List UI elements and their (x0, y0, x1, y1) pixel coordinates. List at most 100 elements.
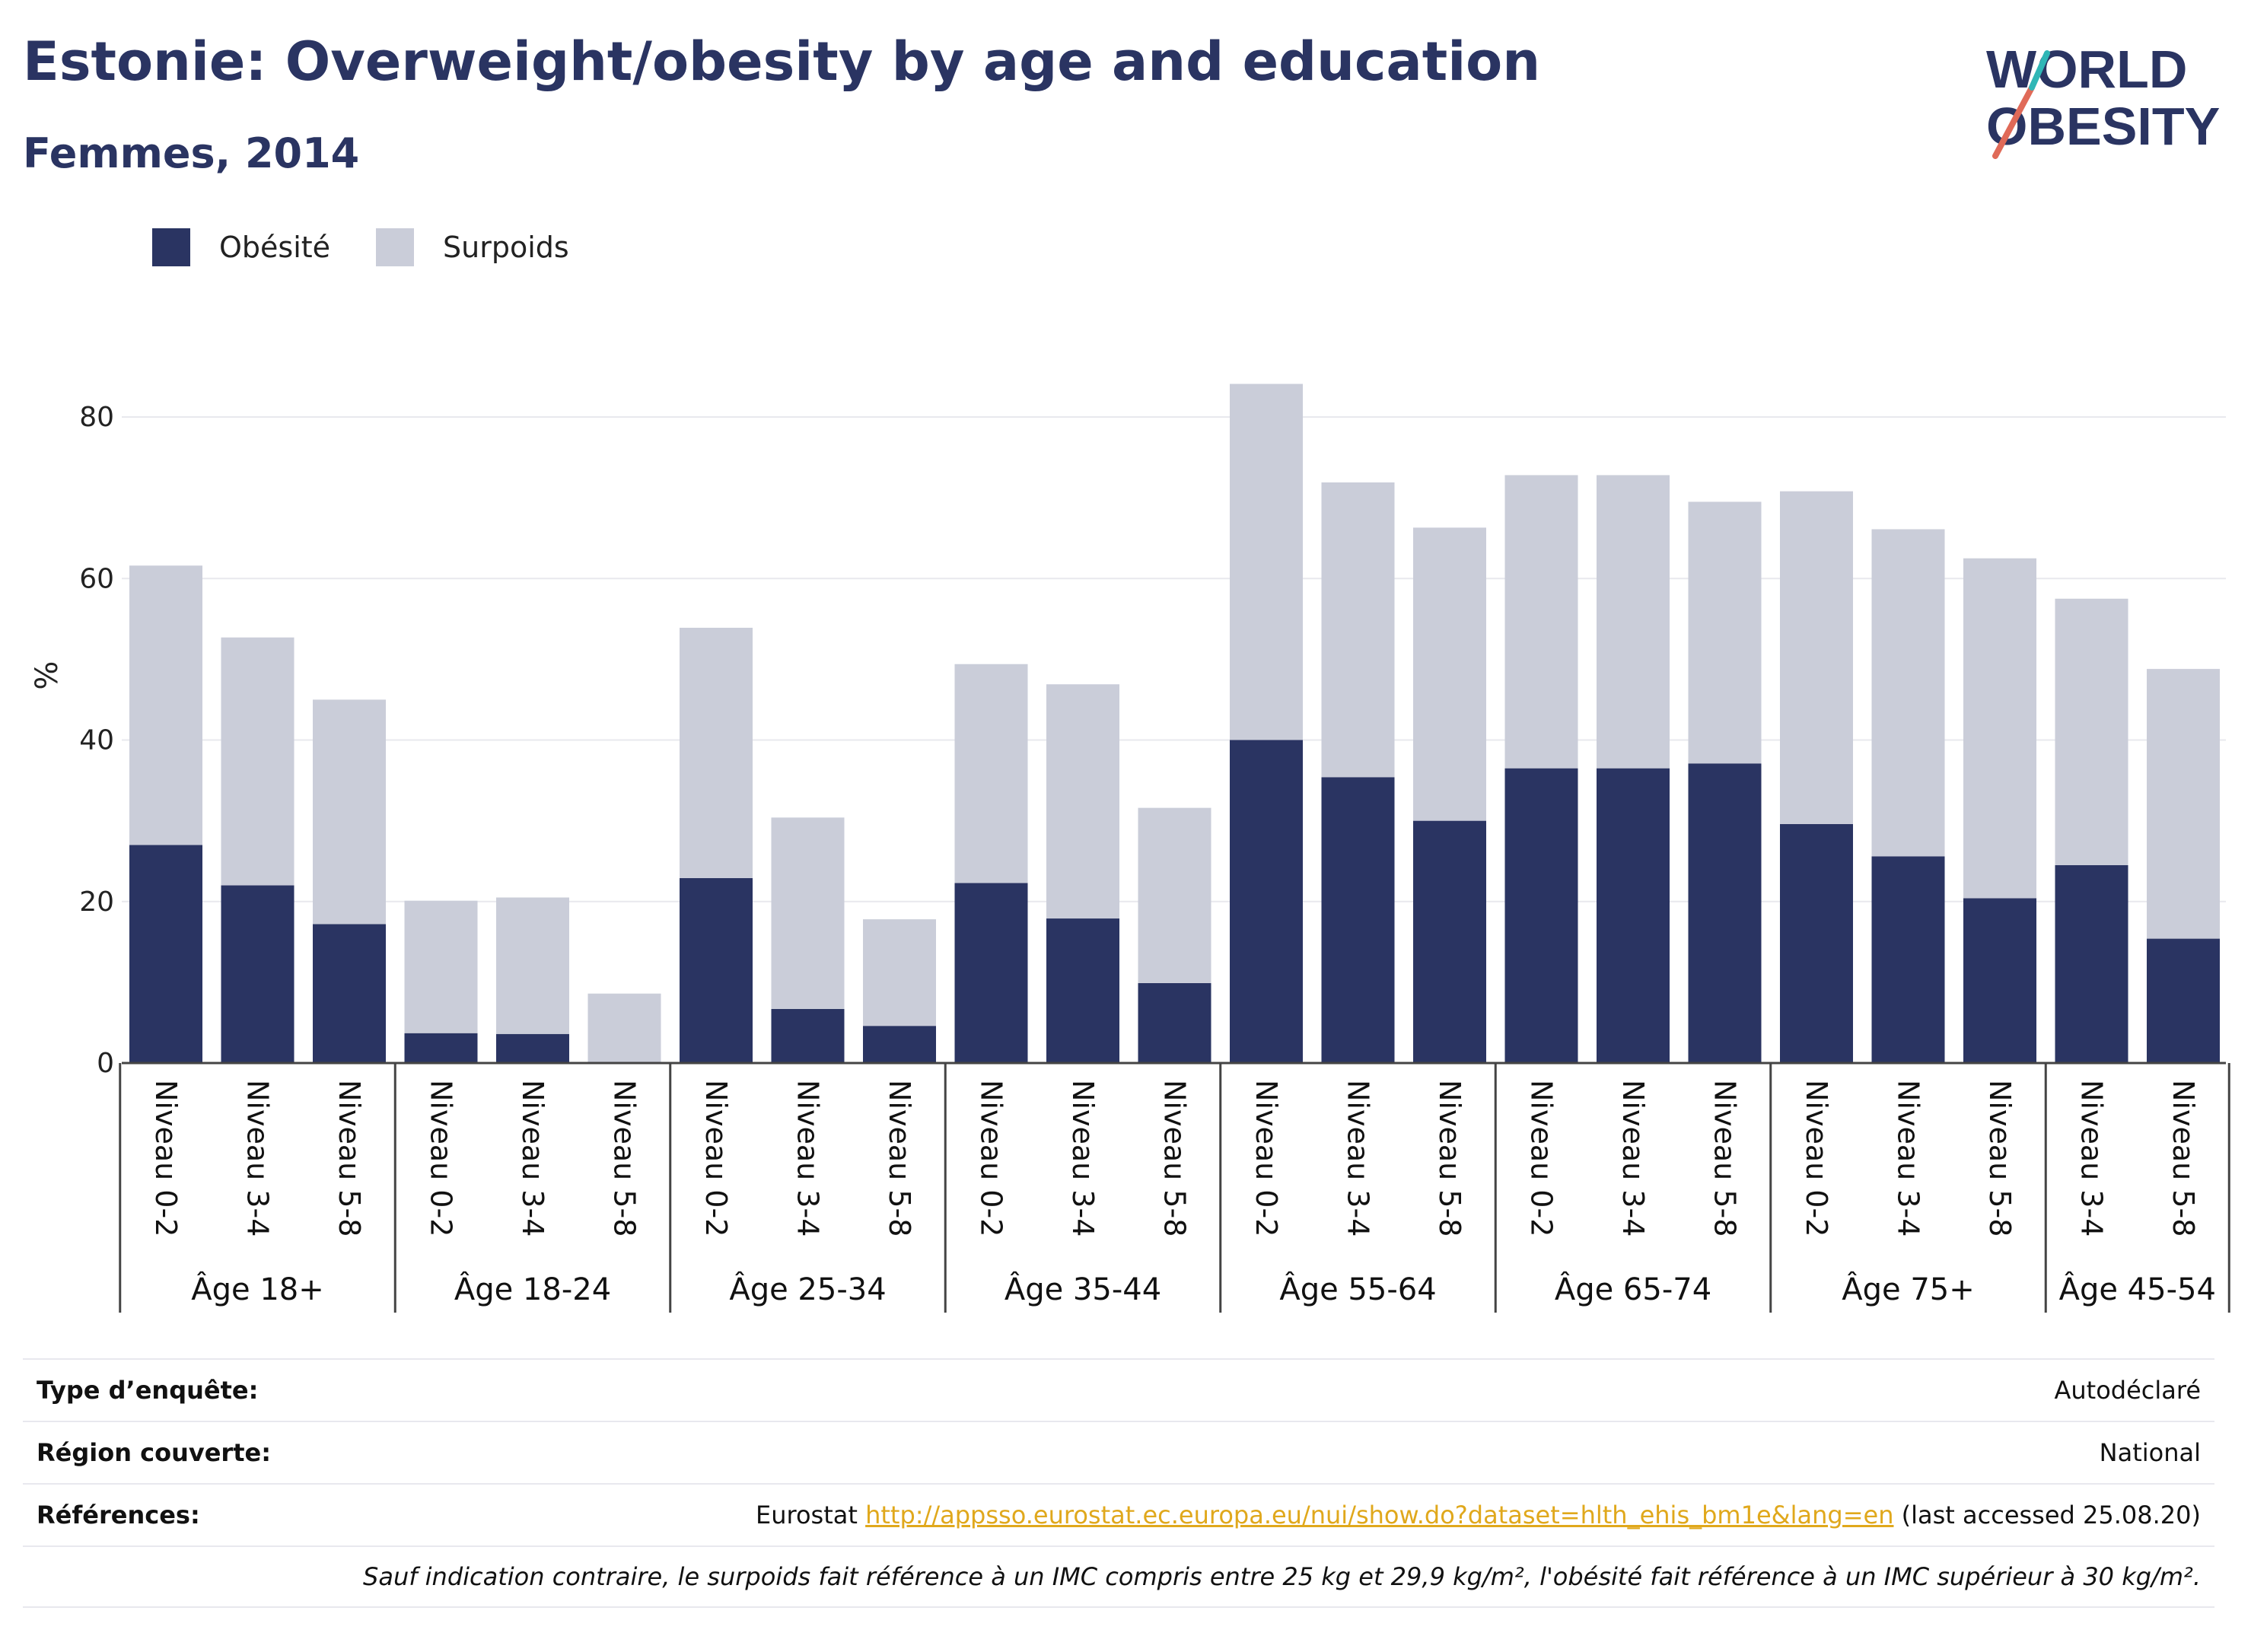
category-label: Niveau 5-8 (333, 1080, 366, 1237)
category-label: Niveau 3-4 (791, 1080, 825, 1237)
bar-surpoids (1138, 807, 1211, 983)
group-label: Âge 75+ (1842, 1271, 1975, 1307)
info-row-references: Références: Eurostat http://appsso.euros… (23, 1483, 2214, 1545)
category-label: Niveau 5-8 (608, 1080, 642, 1237)
info-row-survey: Type d’enquête: Autodéclaré (23, 1358, 2214, 1421)
bar-surpoids (129, 565, 202, 845)
bar-surpoids (954, 664, 1028, 883)
legend-swatch-obesite (152, 228, 190, 266)
y-tick-label: 40 (79, 725, 114, 756)
region-value: National (2099, 1438, 2201, 1467)
references-suffix: (last accessed 25.08.20) (1893, 1501, 2201, 1529)
bar-surpoids (1230, 384, 1303, 740)
category-label: Niveau 5-8 (1708, 1080, 1742, 1237)
legend-item-obesite[interactable]: Obésité (152, 228, 330, 266)
bar-obesite (221, 885, 295, 1063)
bar-obesite (1230, 740, 1303, 1063)
bar-surpoids (2147, 669, 2220, 939)
category-label: Niveau 0-2 (1250, 1080, 1283, 1237)
bar-obesite (1688, 763, 1762, 1063)
bar-surpoids (404, 900, 478, 1033)
references-value: Eurostat http://appsso.eurostat.ec.europ… (756, 1501, 2201, 1529)
group-label: Âge 25-34 (729, 1271, 886, 1307)
bar-obesite (1504, 768, 1578, 1063)
info-row-note: Sauf indication contraire, le surpoids f… (23, 1545, 2214, 1608)
bar-obesite (1046, 918, 1119, 1063)
bar-obesite (313, 924, 386, 1063)
bar-obesite (1321, 777, 1395, 1063)
category-label: Niveau 5-8 (1158, 1080, 1192, 1237)
legend: Obésité Surpoids (152, 224, 615, 270)
y-tick-label: 80 (79, 402, 114, 433)
bar-obesite (771, 1008, 845, 1063)
category-label: Niveau 5-8 (2167, 1080, 2200, 1237)
bar-surpoids (1413, 527, 1486, 821)
group-label: Âge 45-54 (2059, 1271, 2216, 1307)
bar-obesite (954, 883, 1028, 1063)
info-row-region: Région couverte: National (23, 1421, 2214, 1483)
category-label: Niveau 5-8 (1983, 1080, 2017, 1237)
bar-obesite (680, 877, 753, 1063)
bar-surpoids (496, 897, 569, 1034)
page-title: Estonie: Overweight/obesity by age and e… (23, 30, 1541, 93)
bar-surpoids (771, 817, 845, 1009)
bar-surpoids (2055, 598, 2128, 865)
bar-surpoids (1597, 475, 1670, 769)
bar-surpoids (1321, 482, 1395, 778)
page-subtitle: Femmes, 2014 (23, 129, 360, 177)
bar-obesite (404, 1033, 478, 1063)
category-label: Niveau 0-2 (975, 1080, 1008, 1237)
category-label: Niveau 3-4 (1892, 1080, 1925, 1237)
bar-surpoids (1688, 501, 1762, 764)
category-label: Niveau 5-8 (883, 1080, 916, 1237)
category-label: Niveau 3-4 (1066, 1080, 1100, 1237)
stacked-bar-chart: 0 20 40 60 80% Niveau 0-2 Niveau 3-4 Niveau 5-8… (30, 384, 2230, 1313)
category-label: Niveau 0-2 (1800, 1080, 1833, 1237)
survey-type-label: Type d’enquête: (37, 1376, 259, 1405)
bar-surpoids (1504, 475, 1578, 769)
y-tick-label: 60 (79, 563, 114, 594)
bar-surpoids (863, 919, 936, 1027)
world-obesity-logo: WORLD OBESITY (1986, 40, 2220, 159)
y-tick-label: 20 (79, 886, 114, 918)
group-label: Âge 65-74 (1555, 1271, 1711, 1307)
category-label: Niveau 5-8 (1433, 1080, 1466, 1237)
bar-surpoids (1780, 491, 1853, 824)
category-label: Niveau 0-2 (1525, 1080, 1559, 1237)
legend-label-surpoids: Surpoids (443, 231, 569, 264)
bar-obesite (1780, 823, 1853, 1063)
category-label: Niveau 0-2 (149, 1080, 183, 1237)
bar-obesite (129, 845, 202, 1063)
bar-obesite (1597, 768, 1670, 1063)
category-label: Niveau 0-2 (699, 1080, 733, 1237)
bar-obesite (1871, 856, 1945, 1063)
legend-item-surpoids[interactable]: Surpoids (376, 228, 569, 266)
references-prefix: Eurostat (756, 1501, 866, 1529)
svg-text:WORLD: WORLD (1986, 40, 2187, 99)
group-label: Âge 18-24 (454, 1271, 611, 1307)
bar-obesite (2147, 938, 2220, 1063)
bar-obesite (2055, 864, 2128, 1063)
legend-swatch-surpoids (376, 228, 415, 266)
info-table: Type d’enquête: Autodéclaré Région couve… (23, 1358, 2214, 1608)
bar-obesite (496, 1033, 569, 1063)
bar-surpoids (1963, 558, 2036, 899)
survey-type-value: Autodéclaré (2054, 1376, 2201, 1405)
group-label: Âge 18+ (191, 1271, 324, 1307)
references-label: Références: (37, 1501, 200, 1529)
category-label: Niveau 3-4 (1616, 1080, 1650, 1237)
references-link[interactable]: http://appsso.eurostat.ec.europa.eu/nui/… (865, 1501, 1894, 1529)
bar-surpoids (221, 637, 295, 886)
category-label: Niveau 0-2 (425, 1080, 458, 1237)
category-label: Niveau 3-4 (1342, 1080, 1375, 1237)
bar-obesite (1138, 982, 1211, 1063)
bar-surpoids (587, 993, 661, 1063)
group-label: Âge 55-64 (1279, 1271, 1436, 1307)
y-axis-label: % (30, 661, 65, 690)
bmi-note: Sauf indication contraire, le surpoids f… (363, 1562, 2201, 1591)
bar-surpoids (680, 627, 753, 878)
bar-obesite (1413, 820, 1486, 1063)
group-label: Âge 35-44 (1005, 1271, 1161, 1307)
y-tick-label: 0 (97, 1048, 114, 1079)
bar-obesite (1963, 898, 2036, 1063)
